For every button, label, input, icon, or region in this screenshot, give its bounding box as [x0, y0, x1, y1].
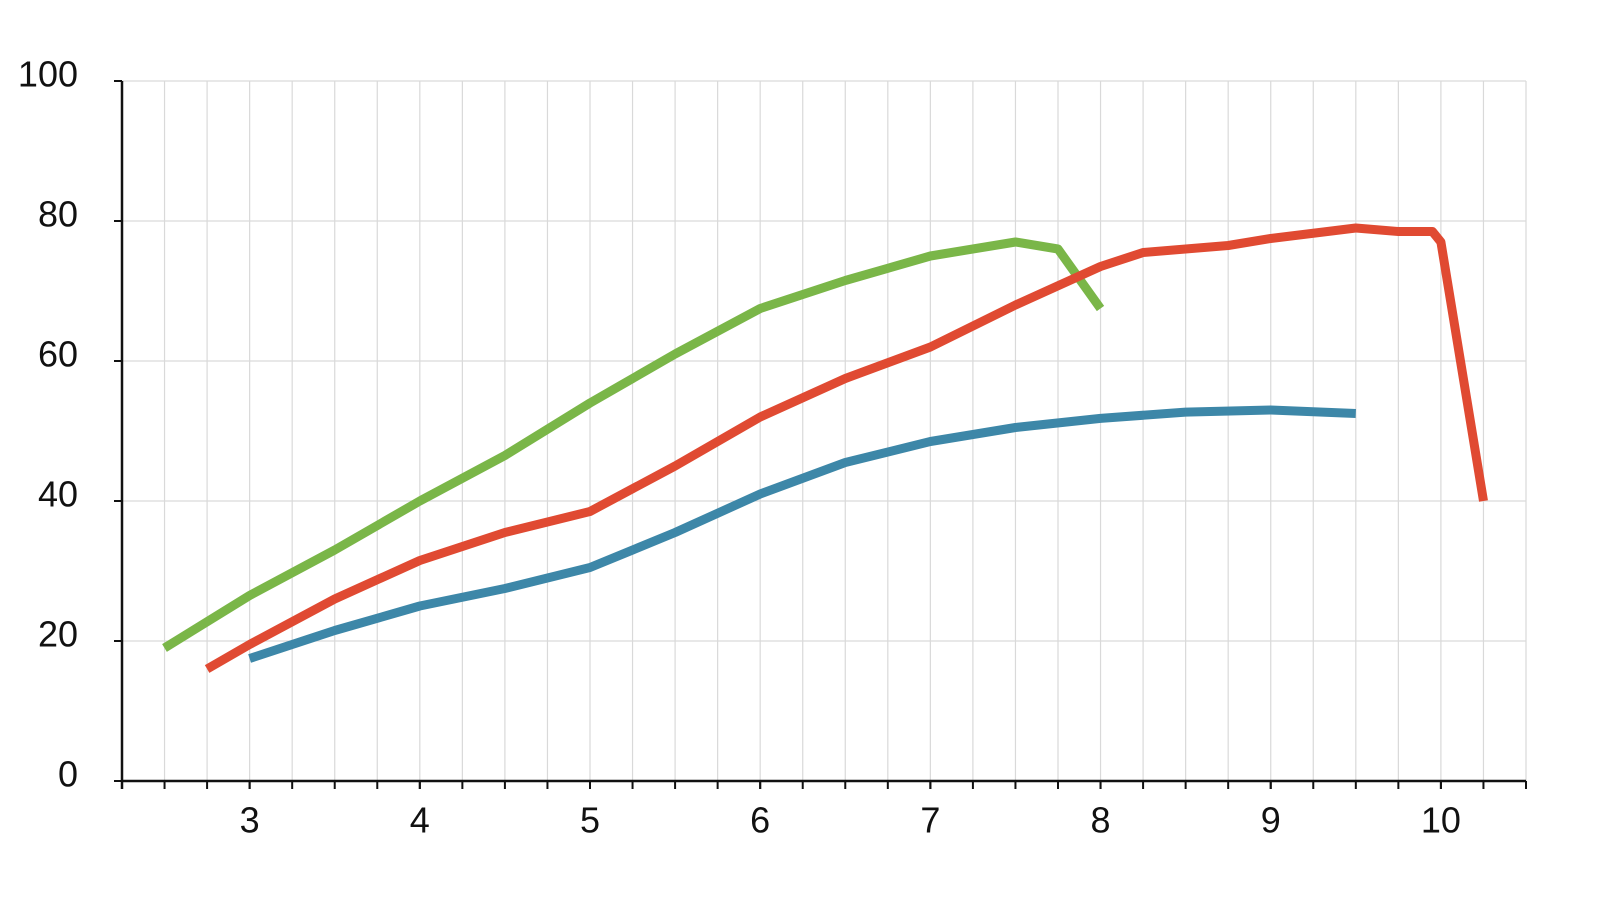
x-tick-label: 9	[1261, 800, 1281, 841]
y-tick-label: 20	[38, 614, 78, 655]
y-tick-label: 0	[58, 754, 78, 795]
y-tick-label: 80	[38, 194, 78, 235]
series-line	[162, 237, 1105, 652]
x-tick-label: 10	[1421, 800, 1461, 841]
y-tick-label: 40	[38, 474, 78, 515]
x-tick-label: 3	[240, 800, 260, 841]
y-tick-label: 60	[38, 334, 78, 375]
x-tick-label: 8	[1091, 800, 1111, 841]
x-tick-label: 4	[410, 800, 430, 841]
x-tick-label: 7	[920, 800, 940, 841]
x-tick-label: 5	[580, 800, 600, 841]
series-line	[204, 223, 1488, 673]
series-line	[248, 405, 1356, 663]
x-tick-label: 6	[750, 800, 770, 841]
y-tick-label: 100	[18, 54, 78, 95]
